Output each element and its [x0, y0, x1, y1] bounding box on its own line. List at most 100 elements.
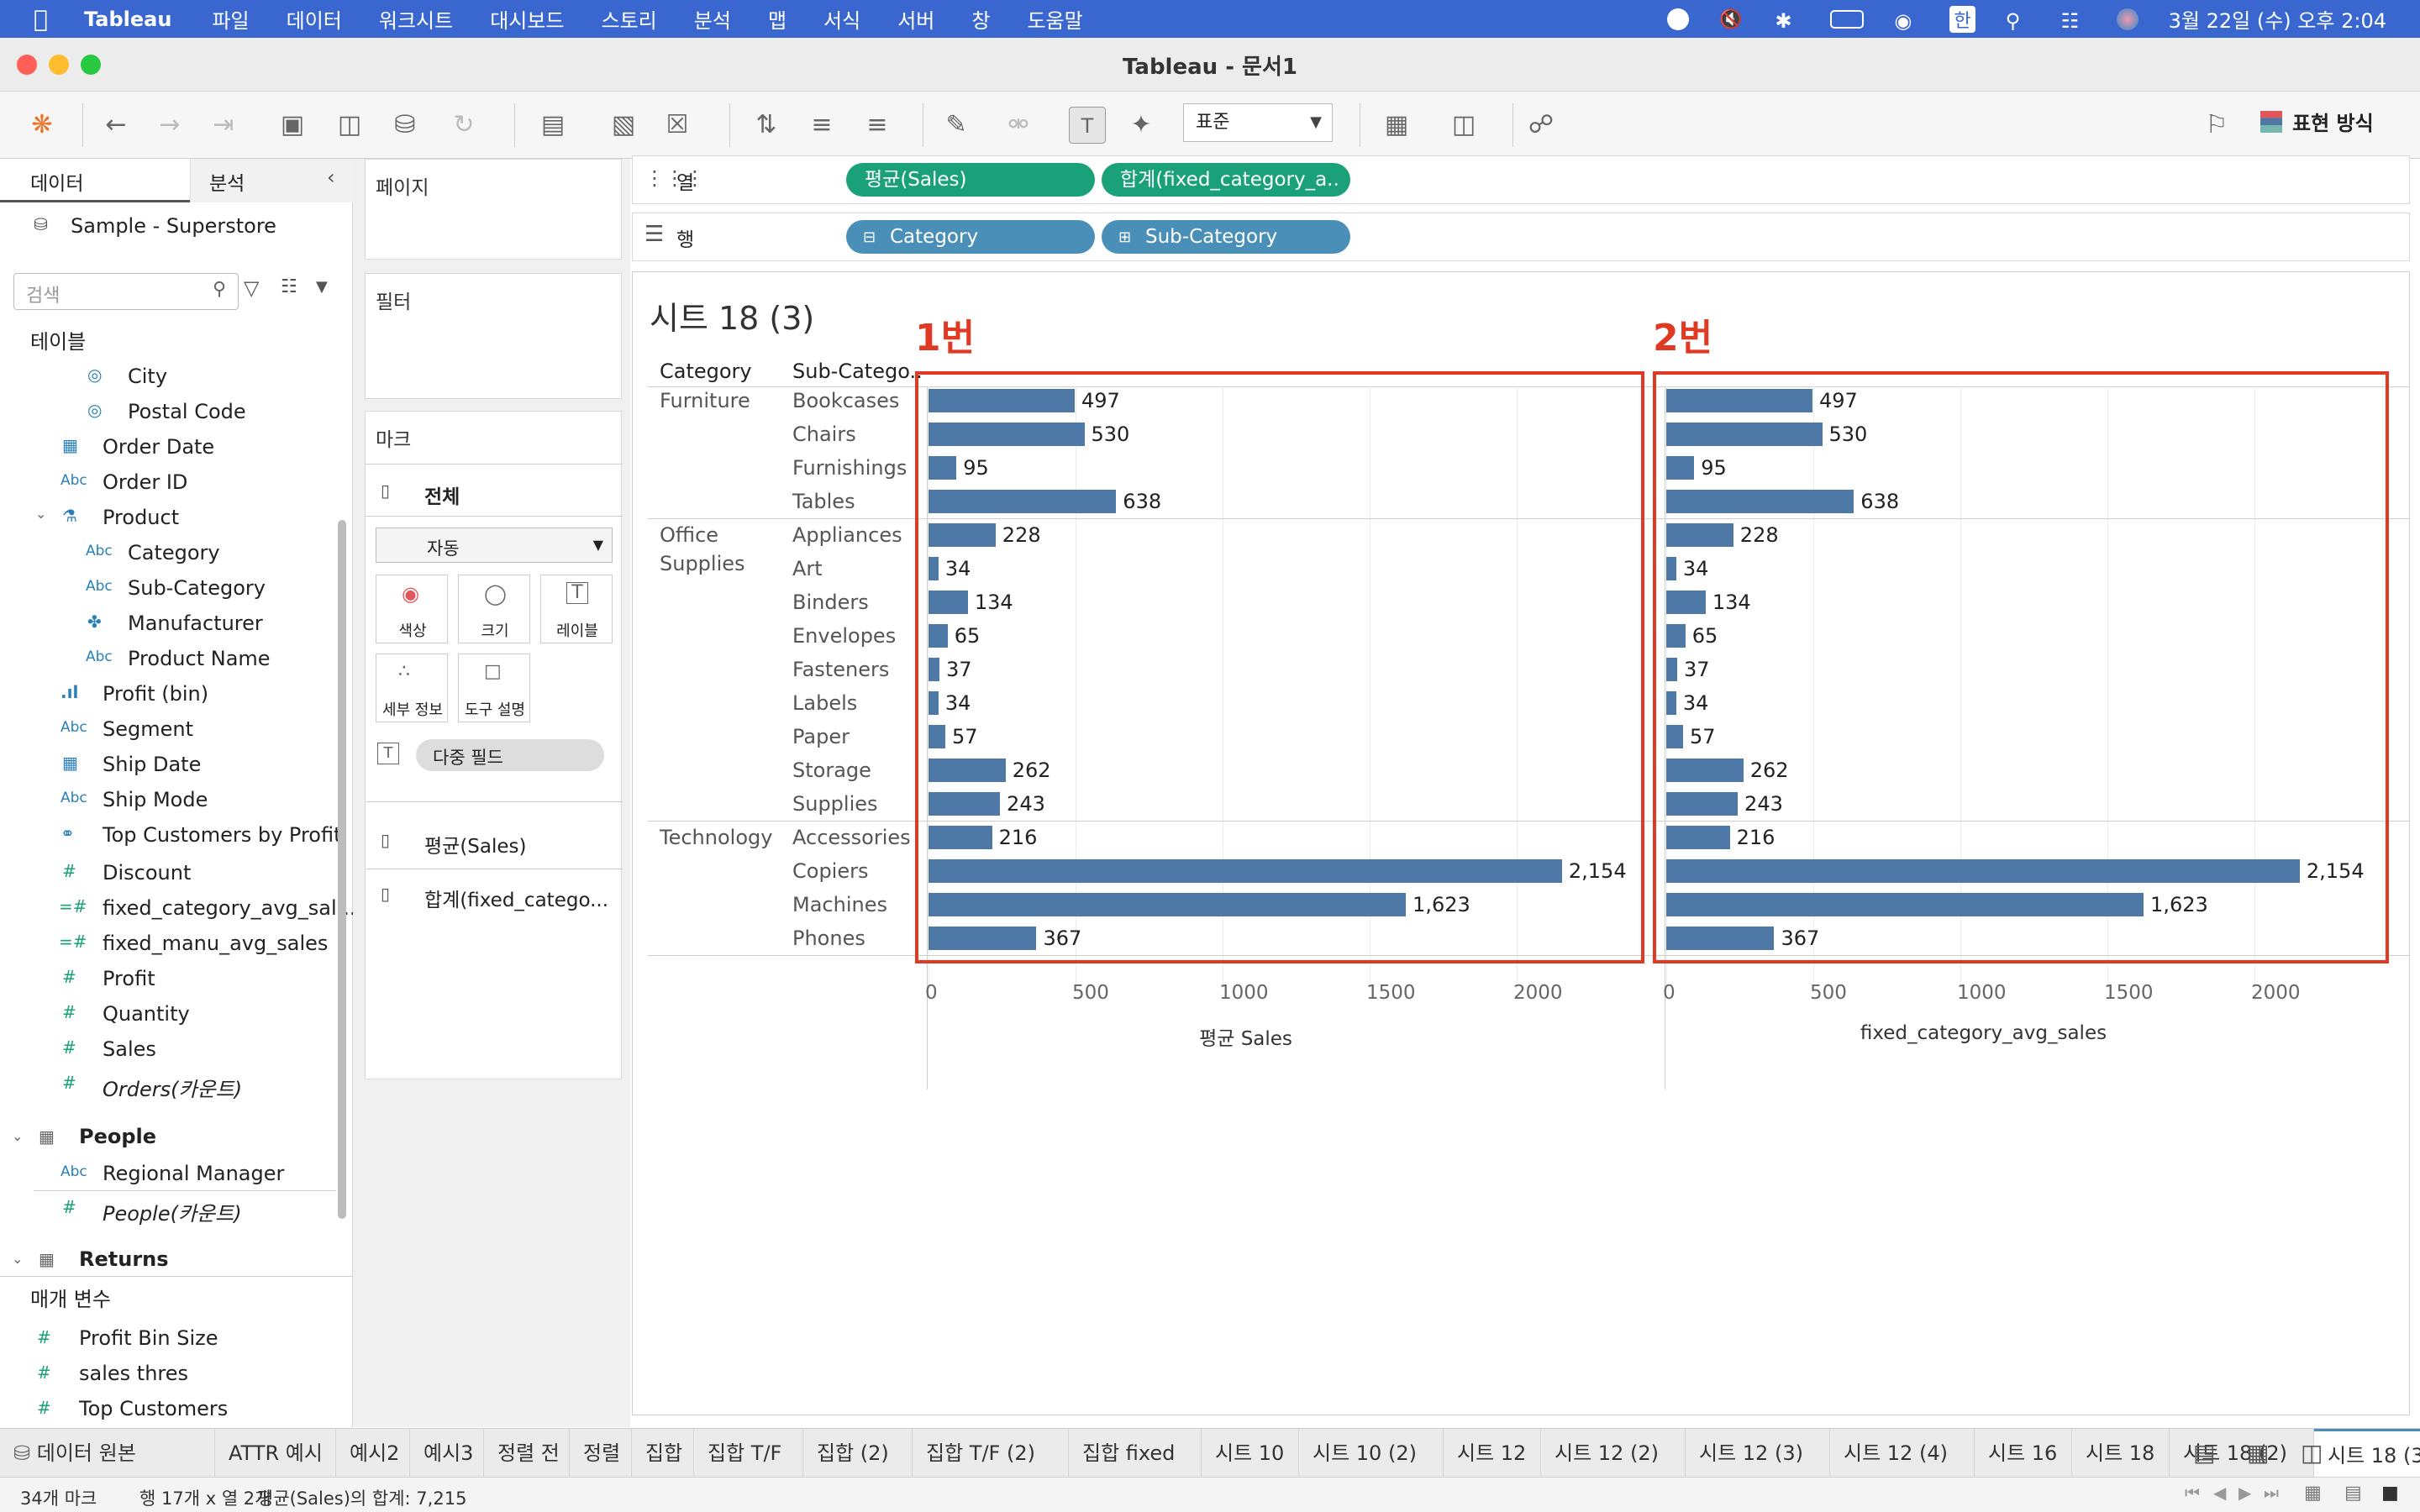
field-ship-mode[interactable]: Ship Mode: [103, 788, 208, 811]
param-sales-thres[interactable]: sales thres: [79, 1362, 189, 1385]
header-category[interactable]: Category: [660, 360, 752, 383]
view-options-icon[interactable]: ☷: [281, 276, 297, 297]
sheet-tab[interactable]: 시트 12 (3): [1686, 1429, 1830, 1478]
chevron-down-icon[interactable]: ⌄: [12, 1128, 24, 1144]
sheet-tab[interactable]: 집합 fixed: [1069, 1429, 1202, 1478]
field-profit[interactable]: Profit: [103, 967, 155, 990]
datasource-name[interactable]: Sample - Superstore: [71, 214, 276, 238]
save-icon[interactable]: ▣: [280, 110, 305, 139]
sorter-view-icon[interactable]: ▤: [2344, 1483, 2362, 1504]
show-cards-icon[interactable]: ▦: [1384, 110, 1409, 139]
siri-icon[interactable]: [2116, 8, 2139, 30]
menu-worksheet[interactable]: 워크시트: [378, 9, 454, 33]
field-top-customers-by-profit[interactable]: Top Customers by Profit: [103, 823, 342, 847]
column-pill-sum-fixed[interactable]: 합계(fixed_category_a..: [1102, 163, 1350, 197]
tab-data[interactable]: 데이터: [0, 159, 190, 202]
fit-dropdown[interactable]: 표준 ▼: [1183, 103, 1333, 142]
sheet-tab[interactable]: 예시2: [336, 1429, 410, 1478]
tab-datasource[interactable]: ⛁ 데이터 원본: [0, 1429, 215, 1478]
row-pill-sub-category[interactable]: Sub-Category: [1102, 220, 1350, 254]
multi-field-pill[interactable]: 다중 필드: [416, 739, 604, 771]
zoom-window-button[interactable]: [81, 55, 101, 75]
field-discount[interactable]: Discount: [103, 861, 192, 885]
sheet-tab[interactable]: 시트 10 (2): [1299, 1429, 1444, 1478]
rows-shelf[interactable]: ☰ 행 Category ⊟ Sub-Category ⊞: [632, 213, 2410, 261]
sheet-nav-next-icon[interactable]: ▶: [2238, 1483, 2252, 1503]
sheet-tab[interactable]: 시트 18: [2072, 1429, 2170, 1478]
menubar-clock[interactable]: 3월 22일 (수) 오후 2:04: [2168, 9, 2386, 33]
mark-type-dropdown[interactable]: 자동 ▼: [376, 528, 613, 563]
field-orders-count[interactable]: Orders(카운트): [103, 1078, 243, 1101]
field-city[interactable]: City: [128, 365, 168, 388]
menu-data[interactable]: 데이터: [286, 9, 342, 33]
wifi-icon[interactable]: ◉: [1894, 8, 1912, 33]
sheet-nav-last-icon[interactable]: ⏭: [2264, 1483, 2279, 1503]
search-field[interactable]: 검색 ⚲: [13, 273, 239, 310]
sheet-tab[interactable]: 집합 T/F: [694, 1429, 803, 1478]
expand-icon[interactable]: ⊞: [1118, 228, 1132, 246]
spotlight-search-icon[interactable]: ⚲: [2005, 8, 2021, 33]
redo-icon[interactable]: →: [159, 110, 181, 139]
clear-sheet-icon[interactable]: ☒: [666, 110, 689, 139]
share-icon[interactable]: ☍: [1528, 110, 1555, 139]
tabs-view-icon[interactable]: ■: [2381, 1483, 2399, 1504]
menu-app-name[interactable]: Tableau: [84, 7, 172, 31]
tab-analysis[interactable]: 분석 ‹: [190, 159, 353, 202]
new-worksheet-icon[interactable]: ▤: [540, 110, 566, 139]
filter-icon[interactable]: ▽: [244, 276, 260, 300]
mute-icon[interactable]: 🔇: [1719, 8, 1743, 30]
filmstrip-view-icon[interactable]: ▦: [2304, 1483, 2322, 1504]
field-people-count[interactable]: People(카운트): [103, 1202, 242, 1226]
sort-ascending-icon[interactable]: ≡: [811, 110, 833, 139]
chevron-down-icon[interactable]: ⌄: [12, 1251, 24, 1267]
column-pill-avg-sales[interactable]: 평균(Sales): [846, 163, 1095, 197]
field-fixed-category-avg-sales[interactable]: fixed_category_avg_sal...: [103, 896, 356, 920]
field-quantity[interactable]: Quantity: [103, 1002, 190, 1026]
columns-shelf[interactable]: ⋮⋮⋮ 열 평균(Sales) 합계(fixed_category_a..: [632, 155, 2410, 204]
menu-story[interactable]: 스토리: [601, 9, 657, 33]
menu-dashboard[interactable]: 대시보드: [490, 9, 565, 33]
field-profit-bin[interactable]: Profit (bin): [103, 682, 209, 706]
replay-icon[interactable]: ⇥: [213, 110, 234, 139]
pause-updates-icon[interactable]: ⛁: [394, 110, 416, 139]
menu-window[interactable]: 창: [971, 9, 991, 33]
pages-shelf[interactable]: 페이지: [365, 159, 622, 260]
ime-indicator[interactable]: 한: [1949, 5, 1975, 33]
show-me-button[interactable]: 표현 방식: [2260, 107, 2374, 136]
sheet-tab[interactable]: 시트 18 (2): [2170, 1429, 2314, 1478]
collapse-icon[interactable]: ⊟: [863, 228, 876, 246]
filters-shelf[interactable]: 필터: [365, 273, 622, 399]
sheet-tab[interactable]: 예시3: [410, 1429, 484, 1478]
marks-tab-avg-sales[interactable]: 평균(Sales): [424, 836, 527, 858]
menu-file[interactable]: 파일: [212, 9, 250, 33]
collapse-pane-icon[interactable]: ‹: [327, 165, 335, 189]
sheet-tab[interactable]: 시트 12: [1444, 1429, 1541, 1478]
chevron-down-icon[interactable]: ▼: [316, 278, 328, 296]
field-product[interactable]: Product: [103, 506, 180, 529]
highlight-icon[interactable]: ✎: [945, 110, 967, 139]
header-sub-category[interactable]: Sub-Catego..: [792, 360, 923, 383]
tableau-logo-icon[interactable]: ❋: [31, 110, 53, 139]
field-ship-date[interactable]: Ship Date: [103, 753, 202, 776]
swap-rows-columns-icon[interactable]: ⇅: [755, 110, 777, 139]
sheet-tab[interactable]: 시트 12 (2): [1541, 1429, 1686, 1478]
table-people[interactable]: People: [79, 1125, 157, 1148]
chevron-down-icon[interactable]: ⌄: [35, 506, 47, 522]
menu-map[interactable]: 맵: [767, 9, 787, 33]
field-product-name[interactable]: Product Name: [128, 647, 271, 670]
size-button[interactable]: ◯ 크기: [458, 575, 530, 643]
field-sales[interactable]: Sales: [103, 1037, 156, 1061]
field-fixed-manu-avg-sales[interactable]: fixed_manu_avg_sales: [103, 932, 329, 955]
apple-icon[interactable]: : [34, 5, 59, 33]
table-returns[interactable]: Returns: [79, 1247, 169, 1271]
close-window-button[interactable]: [17, 55, 37, 75]
menu-server[interactable]: 서버: [897, 9, 935, 33]
control-center-icon[interactable]: ☷: [2060, 8, 2080, 33]
minimize-window-button[interactable]: [49, 55, 69, 75]
sheet-tab[interactable]: 집합 (2): [803, 1429, 913, 1478]
new-worksheet-icon[interactable]: ▤: [2193, 1439, 2216, 1467]
param-profit-bin-size[interactable]: Profit Bin Size: [79, 1326, 218, 1350]
sheet-nav-prev-icon[interactable]: ◀: [2213, 1483, 2227, 1503]
sheet-tab[interactable]: 시트 16: [1975, 1429, 2072, 1478]
show-mark-labels-icon[interactable]: T: [1069, 107, 1106, 144]
